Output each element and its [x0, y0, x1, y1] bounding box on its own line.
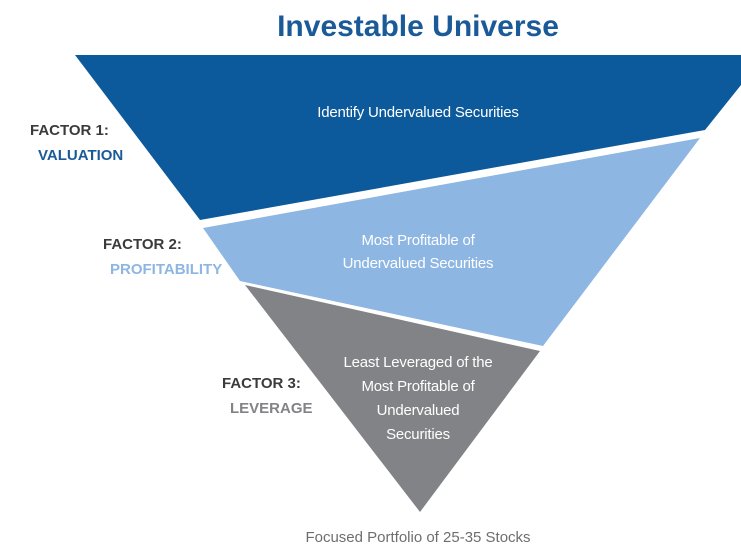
- level-text: Most Profitable of: [361, 232, 475, 249]
- level-text: Least Leveraged of the: [343, 354, 492, 371]
- level-text: Securities: [386, 426, 450, 443]
- footer: Focused Portfolio of 25-35 Stocks: [305, 529, 530, 546]
- level-text: Undervalued: [377, 402, 460, 419]
- factor-label: FACTOR 2:: [103, 236, 182, 253]
- level-leverage: [245, 285, 540, 512]
- factor-label: FACTOR 1:: [30, 122, 109, 139]
- level-valuation: [75, 55, 741, 220]
- factor-label: FACTOR 3:: [222, 375, 301, 392]
- level-profitability: [203, 138, 700, 346]
- title: Investable Universe: [277, 10, 559, 43]
- factor-name: VALUATION: [38, 147, 123, 164]
- level-text: Undervalued Securities: [343, 255, 494, 272]
- level-text: Most Profitable of: [361, 378, 475, 395]
- level-text: Identify Undervalued Securities: [317, 104, 518, 121]
- factor-name: PROFITABILITY: [110, 261, 222, 278]
- factor-name: LEVERAGE: [230, 400, 313, 417]
